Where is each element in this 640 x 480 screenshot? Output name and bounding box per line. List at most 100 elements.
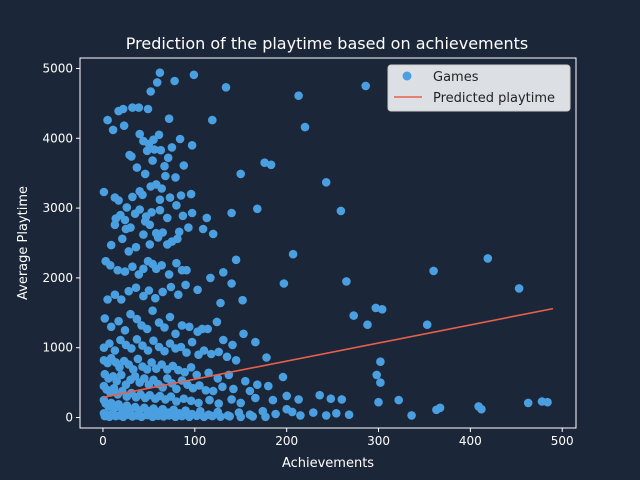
- game-point-103: [139, 264, 148, 274]
- game-point-205: [180, 367, 189, 377]
- legend-predicted-label: Predicted playtime: [433, 91, 555, 106]
- game-point-164: [105, 339, 114, 348]
- x-tick-label-400: 400: [459, 434, 482, 448]
- game-point-147: [142, 324, 152, 334]
- game-point-115: [279, 279, 289, 288]
- game-point-183: [214, 347, 223, 357]
- game-point-94: [288, 249, 298, 259]
- game-point-267: [251, 393, 260, 403]
- game-point-160: [228, 340, 237, 350]
- game-point-274: [394, 395, 404, 405]
- game-point-211: [241, 376, 250, 386]
- game-point-66: [155, 205, 165, 215]
- y-tick-label-5000: 5000: [42, 61, 73, 75]
- game-point-128: [166, 282, 176, 292]
- game-point-236: [195, 381, 204, 390]
- game-point-157: [203, 324, 212, 334]
- game-point-138: [422, 320, 432, 330]
- game-point-34: [236, 169, 245, 179]
- game-point-0: [155, 68, 165, 77]
- game-point-107: [157, 261, 166, 270]
- game-point-345: [236, 412, 245, 422]
- game-point-108: [164, 270, 174, 279]
- game-point-184: [222, 352, 232, 362]
- game-point-8: [300, 122, 310, 132]
- game-point-121: [117, 295, 126, 304]
- game-point-220: [117, 370, 126, 380]
- game-point-17: [108, 125, 118, 135]
- game-point-52: [172, 201, 181, 210]
- scatter-points: [99, 68, 552, 422]
- game-point-75: [110, 220, 120, 230]
- game-point-346: [248, 412, 257, 421]
- game-point-201: [157, 360, 166, 369]
- game-point-178: [182, 348, 191, 357]
- game-point-16: [103, 115, 112, 125]
- game-point-127: [158, 287, 167, 297]
- game-point-88: [139, 230, 148, 239]
- game-point-158: [212, 317, 222, 327]
- game-point-28: [127, 152, 136, 161]
- game-point-196: [133, 354, 143, 364]
- game-point-260: [179, 394, 189, 404]
- game-point-207: [192, 370, 201, 380]
- game-point-14: [134, 103, 144, 112]
- game-point-114: [227, 279, 236, 288]
- game-point-212: [278, 372, 288, 382]
- game-point-44: [114, 196, 123, 205]
- game-point-215: [376, 378, 385, 387]
- game-point-61: [120, 215, 130, 225]
- game-point-120: [110, 290, 120, 300]
- game-point-258: [166, 392, 176, 401]
- game-point-262: [194, 398, 203, 408]
- game-point-259: [172, 397, 181, 406]
- game-point-54: [186, 189, 196, 199]
- game-point-46: [128, 192, 137, 202]
- game-point-93: [231, 255, 241, 265]
- game-point-312: [407, 411, 416, 420]
- game-point-55: [161, 171, 170, 181]
- game-point-9: [164, 114, 174, 123]
- game-point-113: [219, 268, 228, 277]
- game-point-148: [148, 306, 157, 316]
- game-point-29: [142, 146, 152, 156]
- game-point-24: [187, 141, 197, 150]
- x-tick-label-200: 200: [275, 434, 298, 448]
- x-tick-label-100: 100: [183, 434, 206, 448]
- game-point-71: [202, 213, 212, 223]
- game-point-338: [177, 411, 187, 421]
- game-point-265: [227, 395, 236, 404]
- legend-games-label: Games: [433, 70, 479, 85]
- game-point-154: [185, 322, 194, 332]
- game-point-150: [160, 323, 169, 332]
- game-point-170: [138, 341, 147, 350]
- game-point-347: [261, 412, 270, 422]
- game-point-336: [164, 411, 174, 420]
- game-point-237: [201, 386, 211, 395]
- game-point-168: [127, 344, 136, 353]
- game-point-177: [176, 342, 186, 352]
- game-point-137: [363, 320, 372, 330]
- game-point-339: [185, 412, 194, 422]
- game-point-122: [124, 286, 133, 296]
- game-point-187: [376, 357, 385, 367]
- game-point-232: [172, 384, 181, 394]
- game-point-152: [171, 329, 180, 339]
- game-point-270: [294, 395, 303, 404]
- game-point-98: [106, 261, 115, 270]
- game-point-38: [148, 156, 157, 165]
- game-point-308: [309, 408, 318, 417]
- legend-games-marker: [402, 71, 412, 81]
- game-point-50: [157, 184, 166, 193]
- game-point-140: [100, 314, 110, 323]
- legend: Games Predicted playtime: [387, 64, 571, 112]
- game-point-30: [150, 145, 159, 154]
- game-point-36: [266, 160, 276, 170]
- game-point-87: [131, 242, 141, 252]
- game-point-92: [173, 234, 182, 244]
- game-point-73: [252, 204, 262, 214]
- game-point-22: [167, 143, 177, 152]
- game-point-2: [152, 78, 162, 87]
- game-point-96: [124, 247, 133, 256]
- y-tick-label-4000: 4000: [42, 131, 73, 145]
